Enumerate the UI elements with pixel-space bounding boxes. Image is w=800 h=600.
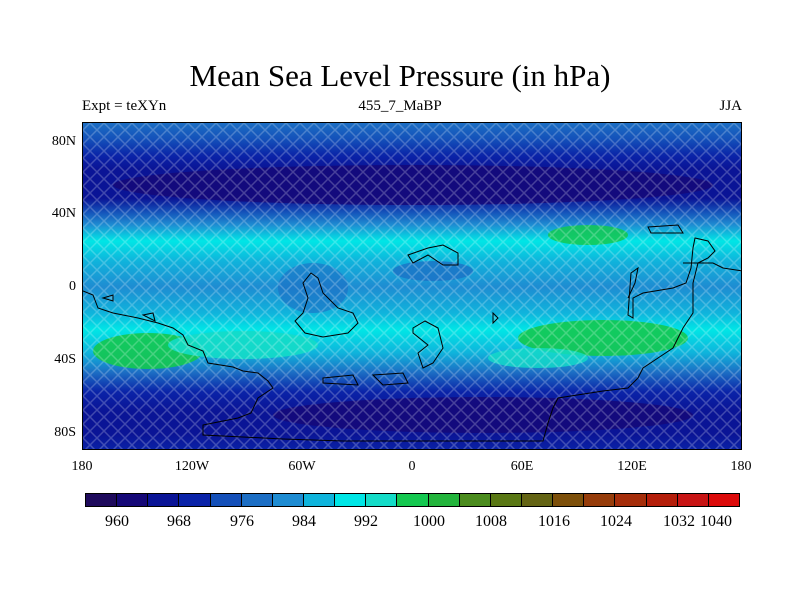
colorbar-swatch-7 — [303, 494, 336, 506]
colorbar-label: 976 — [230, 513, 254, 530]
period-label: 455_7_MaBP — [358, 98, 442, 114]
colorbar-swatch-9 — [366, 494, 398, 506]
lon-tick-120e: 120E — [617, 459, 647, 474]
pressure-map-svg — [83, 123, 741, 449]
colorbar-label: 960 — [105, 513, 129, 530]
lat-tick-40s: 40S — [54, 352, 76, 367]
colorbar-label: 1000 — [413, 513, 445, 530]
colorbar-swatch-5 — [241, 494, 273, 506]
lat-tick-40n: 40N — [51, 206, 76, 221]
experiment-label: Expt = teXYn — [82, 98, 167, 114]
colorbar-label: 968 — [167, 513, 191, 530]
lat-tick-0: 0 — [69, 279, 76, 294]
colorbar-swatch-1 — [117, 494, 149, 506]
colorbar-swatch-16 — [584, 494, 616, 506]
colorbar-swatch-13 — [490, 494, 522, 506]
colorbar-swatch-19 — [677, 494, 709, 506]
colorbar-swatch-18 — [646, 494, 678, 506]
colorbar-label: 1032 — [663, 513, 695, 530]
colorbar-swatch-4 — [210, 494, 242, 506]
colorbar-label: 1008 — [475, 513, 507, 530]
lon-tick-0: 0 — [408, 459, 416, 474]
colorbar-swatch-3 — [179, 494, 211, 506]
colorbar-swatch-11 — [428, 494, 460, 506]
pressure-map — [82, 122, 742, 450]
lon-tick-60e: 60E — [510, 459, 534, 474]
colorbar-swatch-14 — [521, 494, 554, 506]
colorbar-label: 1040 — [700, 513, 732, 530]
coastlines — [83, 224, 741, 442]
colorbar-swatch-10 — [397, 494, 429, 506]
colorbar — [85, 493, 740, 507]
lon-tick-60w: 60W — [288, 459, 316, 474]
colorbar-swatch-8 — [335, 494, 367, 506]
colorbar-swatch-15 — [553, 494, 585, 506]
colorbar-label: 992 — [354, 513, 378, 530]
lat-tick-80s: 80S — [54, 425, 76, 440]
colorbar-swatch-17 — [615, 494, 647, 506]
colorbar-swatch-20 — [708, 494, 739, 506]
lon-tick-180w: 180 — [71, 459, 93, 474]
colorbar-swatch-2 — [148, 494, 180, 506]
hatch-overlay — [83, 123, 741, 449]
colorbar-label: 984 — [292, 513, 316, 530]
lon-tick-180e: 180 — [730, 459, 752, 474]
colorbar-label: 1016 — [538, 513, 570, 530]
colorbar-swatch-0 — [86, 494, 118, 506]
lat-tick-80n: 80N — [51, 134, 76, 149]
plot-title: Mean Sea Level Pressure (in hPa) — [189, 58, 611, 93]
colorbar-swatch-6 — [272, 494, 304, 506]
season-label: JJA — [719, 98, 742, 114]
colorbar-label: 1024 — [600, 513, 632, 530]
colorbar-swatch-12 — [459, 494, 491, 506]
lon-tick-120w: 120W — [174, 459, 210, 474]
